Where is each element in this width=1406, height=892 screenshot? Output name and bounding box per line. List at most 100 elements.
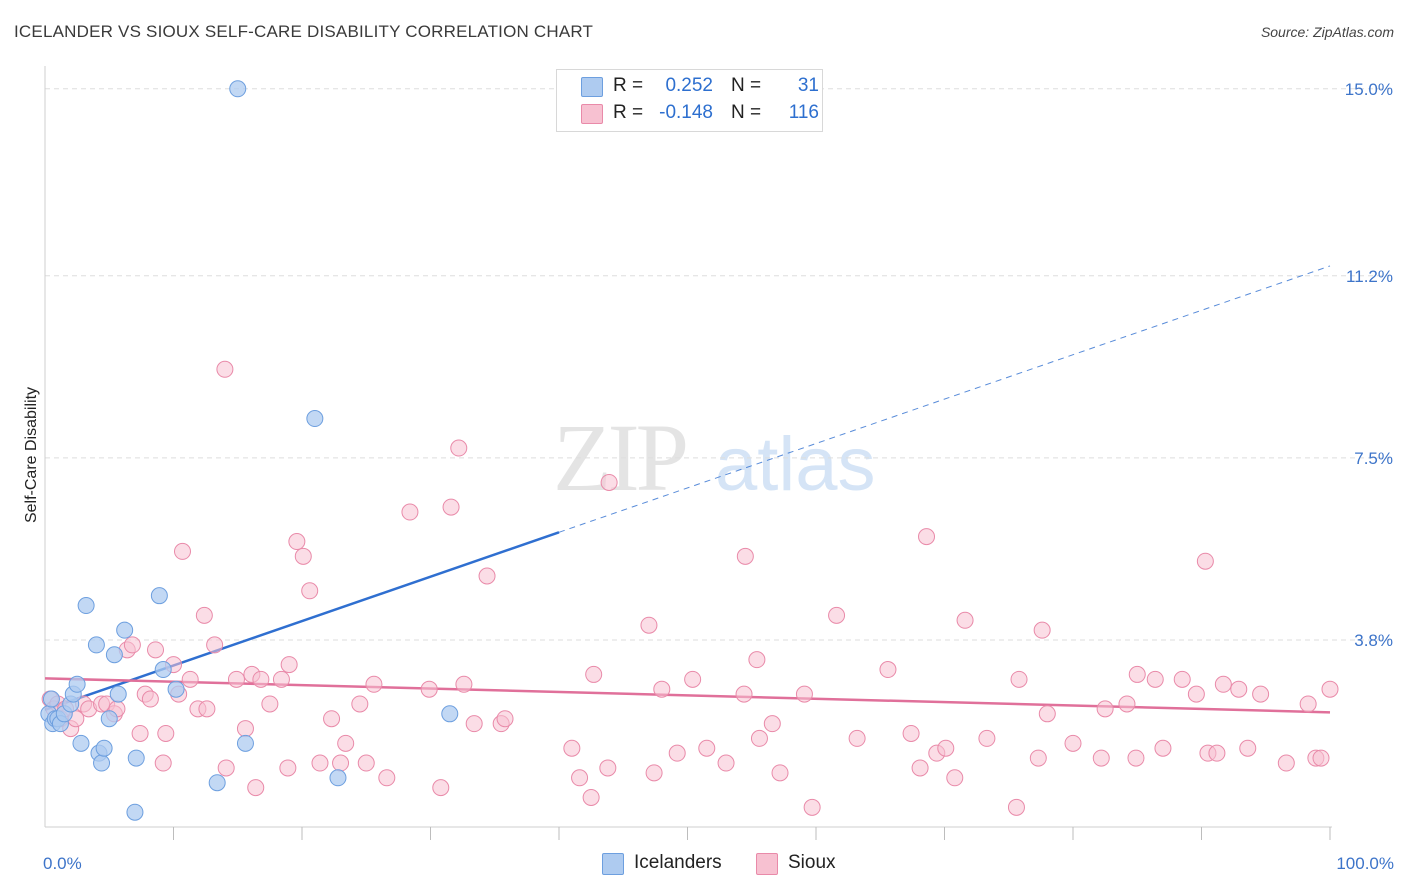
- icelander-point: [150, 587, 168, 605]
- icelander-point: [77, 597, 95, 615]
- sioux-point: [698, 739, 716, 757]
- sioux-point: [1007, 798, 1025, 816]
- sioux-point: [206, 636, 224, 654]
- icelander-point: [72, 734, 90, 752]
- axis-labels: 3.8% 7.5% 11.2% 15.0% 0.0% 100.0% Self-Care Di…: [23, 80, 1394, 873]
- sioux-point: [432, 779, 450, 797]
- sioux-point: [640, 616, 658, 634]
- stats-swatch-blue: [581, 77, 603, 97]
- legend-swatch-blue: [602, 853, 624, 875]
- sioux-point: [684, 670, 702, 688]
- sioux-point: [1277, 754, 1295, 772]
- sioux-point: [795, 685, 813, 703]
- sioux-point: [848, 729, 866, 747]
- sioux-point: [1010, 670, 1028, 688]
- sioux-point: [332, 754, 350, 772]
- sioux-point: [478, 567, 496, 585]
- sioux-point: [902, 724, 920, 742]
- icelander-point: [154, 661, 172, 679]
- sioux-point: [771, 764, 789, 782]
- icelander-point: [126, 803, 144, 821]
- sioux-point: [465, 715, 483, 733]
- y-tick-label: 7.5%: [1354, 449, 1393, 468]
- sioux-point: [937, 739, 955, 757]
- sioux-point: [351, 695, 369, 713]
- sioux-point: [311, 754, 329, 772]
- icelander-point: [329, 769, 347, 787]
- trend-lines: [44, 265, 1331, 714]
- sioux-point: [496, 710, 514, 728]
- sioux-point: [748, 651, 766, 669]
- sioux-point: [1092, 749, 1110, 767]
- sioux-point: [154, 754, 172, 772]
- r-value: 0.252: [665, 75, 713, 96]
- sioux-point: [279, 759, 297, 777]
- icelander-point: [236, 734, 254, 752]
- sioux-point: [227, 670, 245, 688]
- sioux-point: [195, 606, 213, 624]
- sioux-point: [147, 641, 165, 659]
- icelander-point: [441, 705, 459, 723]
- sioux-point: [1214, 675, 1232, 693]
- sioux-point: [337, 734, 355, 752]
- sioux-point: [600, 473, 618, 491]
- sioux-point: [272, 670, 290, 688]
- watermark: ZIP atlas: [553, 404, 876, 511]
- y-tick-label: 11.2%: [1346, 267, 1393, 286]
- sioux-point: [803, 798, 821, 816]
- legend-swatch-pink: [756, 853, 778, 875]
- sioux-point: [585, 665, 603, 683]
- icelander-point: [93, 754, 111, 772]
- n-value: 31: [797, 75, 819, 96]
- sioux-point: [1154, 739, 1172, 757]
- sioux-point: [157, 724, 175, 742]
- icelander-point: [95, 739, 113, 757]
- sioux-point: [1321, 680, 1339, 698]
- sioux-point: [1312, 749, 1330, 767]
- sioux-point: [181, 670, 199, 688]
- sioux-point: [1029, 749, 1047, 767]
- sioux-point: [288, 533, 306, 551]
- icelander-point: [87, 636, 105, 654]
- icelander-point: [42, 690, 60, 708]
- sioux-point: [1033, 621, 1051, 639]
- icelander-point: [100, 710, 118, 728]
- sioux-point: [668, 744, 686, 762]
- sioux-point: [294, 547, 312, 565]
- icelander-point: [109, 685, 127, 703]
- sioux-point: [123, 636, 141, 654]
- sioux-point: [1064, 734, 1082, 752]
- n-label: N =: [731, 75, 762, 96]
- n-label: N =: [731, 102, 762, 123]
- legend-label: Sioux: [788, 852, 836, 873]
- axes: [44, 66, 1332, 840]
- sioux-point: [599, 759, 617, 777]
- sioux-point: [571, 769, 589, 787]
- stats-swatch-pink: [581, 104, 603, 124]
- sioux-point: [1146, 670, 1164, 688]
- sioux-point: [217, 759, 235, 777]
- icelander-point: [208, 774, 226, 792]
- sioux-point: [956, 611, 974, 629]
- sioux-point: [879, 661, 897, 679]
- sioux-point: [653, 680, 671, 698]
- sioux-point: [401, 503, 419, 521]
- x-tick-label: 100.0%: [1336, 854, 1394, 873]
- sioux-point: [750, 729, 768, 747]
- sioux-point: [735, 685, 753, 703]
- sioux-point: [420, 680, 438, 698]
- sioux-point: [378, 769, 396, 787]
- sioux-point: [978, 729, 996, 747]
- sioux-point: [1128, 665, 1146, 683]
- sioux-point: [173, 542, 191, 560]
- sioux-point: [582, 788, 600, 806]
- sioux-point: [1173, 670, 1191, 688]
- icelander-point: [127, 749, 145, 767]
- y-axis-label: Self-Care Disability: [23, 387, 40, 523]
- sioux-point: [455, 675, 473, 693]
- sioux-point: [1196, 552, 1214, 570]
- sioux-point: [323, 710, 341, 728]
- watermark-atlas: atlas: [715, 422, 876, 507]
- sioux-point: [563, 739, 581, 757]
- icelander-point: [105, 646, 123, 664]
